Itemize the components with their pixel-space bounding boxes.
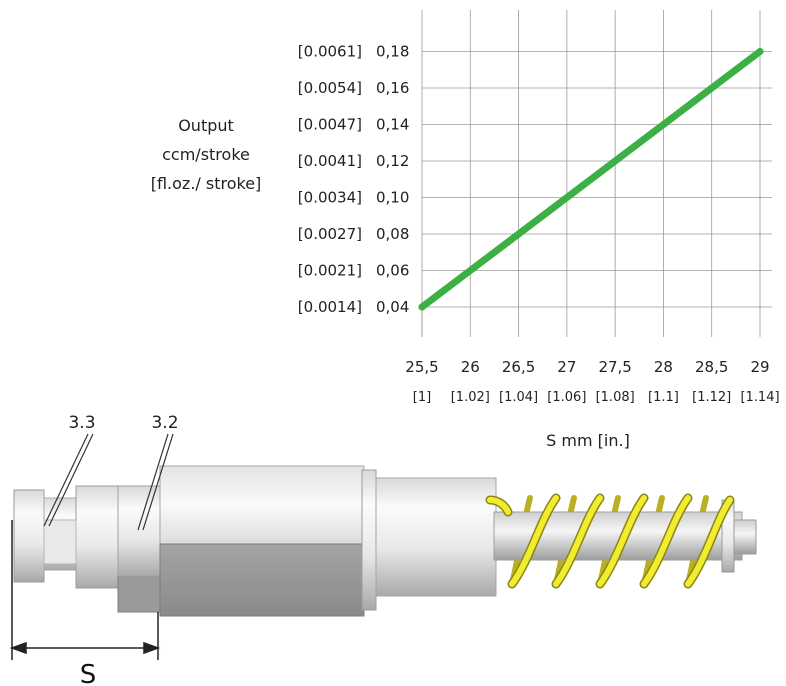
valve-collar xyxy=(75,485,123,589)
x-tick-label-inches: [1.12] xyxy=(692,390,731,405)
y-tick-label-inches: [0.0034] xyxy=(298,189,362,207)
svg-text:3.2: 3.2 xyxy=(151,413,178,433)
x-tick-label: 29 xyxy=(750,358,769,376)
x-tick-label-inches: [1] xyxy=(413,390,431,405)
x-tick-label-inches: [1.08] xyxy=(596,390,635,405)
y-tick-label-inches: [0.0021] xyxy=(298,262,362,280)
seat-collar xyxy=(117,485,163,577)
hex-body-top xyxy=(159,465,365,545)
nozzle-tip xyxy=(13,489,45,583)
series-point xyxy=(756,48,764,55)
y-tick-label: 0,16 xyxy=(376,79,409,97)
spring-coil xyxy=(641,495,691,587)
rod-end xyxy=(733,519,757,555)
x-axis-label: S mm [in.] xyxy=(546,431,630,450)
spring-coil xyxy=(487,497,511,515)
x-tick-label: 28,5 xyxy=(695,358,728,376)
x-tick-label-inches: [1.14] xyxy=(740,390,779,405)
y-tick-label-inches: [0.0047] xyxy=(298,116,362,134)
y-tick-label: 0,10 xyxy=(376,189,409,207)
x-tick-label-inches: [1.04] xyxy=(499,390,538,405)
x-tick-label: 27,5 xyxy=(598,358,631,376)
y-tick-labels: [0.0014] 0,04 [0.0021] 0,06 [0.0027] 0,08 [0.0… xyxy=(298,43,410,317)
spring-coil xyxy=(509,495,559,587)
spring xyxy=(485,493,735,589)
y-tick-label-inches: [0.0061] xyxy=(298,43,362,61)
rear-body xyxy=(375,477,497,597)
dispenser-diagram: 3.3 3.2 S xyxy=(9,413,757,686)
series-line xyxy=(418,48,764,311)
spring-coil xyxy=(685,497,733,587)
y-tick-label: 0,14 xyxy=(376,116,409,134)
y-tick-label: 0,06 xyxy=(376,262,409,280)
y-tick-label: 0,04 xyxy=(376,298,409,316)
y-tick-label-inches: [0.0054] xyxy=(298,79,362,97)
x-tick-label: 25,5 xyxy=(405,358,438,376)
x-tick-labels: 25,5 [1] 26 [1.02] 26,5 [1.04] 27 [1.06] 27,5 [1.… xyxy=(405,358,779,405)
y-tick-label-inches: [0.0014] xyxy=(298,298,362,316)
chart-series xyxy=(418,48,764,311)
callout-3-3: 3.3 xyxy=(43,413,96,527)
output-chart: [0.0014] 0,04 [0.0021] 0,06 [0.0027] 0,08 [0.0… xyxy=(151,10,780,450)
y-axis-label-line-1: Output xyxy=(178,116,234,135)
y-tick-label: 0,08 xyxy=(376,225,409,243)
x-tick-label-inches: [1.02] xyxy=(451,390,490,405)
body-ring xyxy=(361,469,377,611)
x-tick-label-inches: [1.06] xyxy=(547,390,586,405)
y-tick-label: 0,18 xyxy=(376,43,409,61)
dimension-s-label: S xyxy=(80,660,97,686)
y-tick-label-inches: [0.0041] xyxy=(298,152,362,170)
series-point xyxy=(418,303,426,311)
y-axis-label-line-2: ccm/stroke xyxy=(162,145,250,164)
spring-coil xyxy=(597,495,647,587)
x-tick-label-inches: [1.1] xyxy=(648,390,679,405)
x-tick-label: 26,5 xyxy=(502,358,535,376)
y-axis-label-line-3: [fl.oz./ stroke] xyxy=(151,174,262,193)
chart-grid xyxy=(421,10,772,337)
hex-body-bottom xyxy=(159,543,365,617)
dimension-s xyxy=(9,520,161,660)
x-tick-label: 26 xyxy=(461,358,480,376)
x-tick-label: 28 xyxy=(654,358,673,376)
svg-text:3.3: 3.3 xyxy=(68,413,95,433)
x-tick-label: 27 xyxy=(557,358,576,376)
callout-3-2: 3.2 xyxy=(137,413,179,531)
valve-seat-block xyxy=(117,573,161,613)
spring-coil xyxy=(553,495,603,587)
valve-collar-flat xyxy=(43,519,77,565)
y-tick-label: 0,12 xyxy=(376,152,409,170)
y-tick-label-inches: [0.0027] xyxy=(298,225,362,243)
